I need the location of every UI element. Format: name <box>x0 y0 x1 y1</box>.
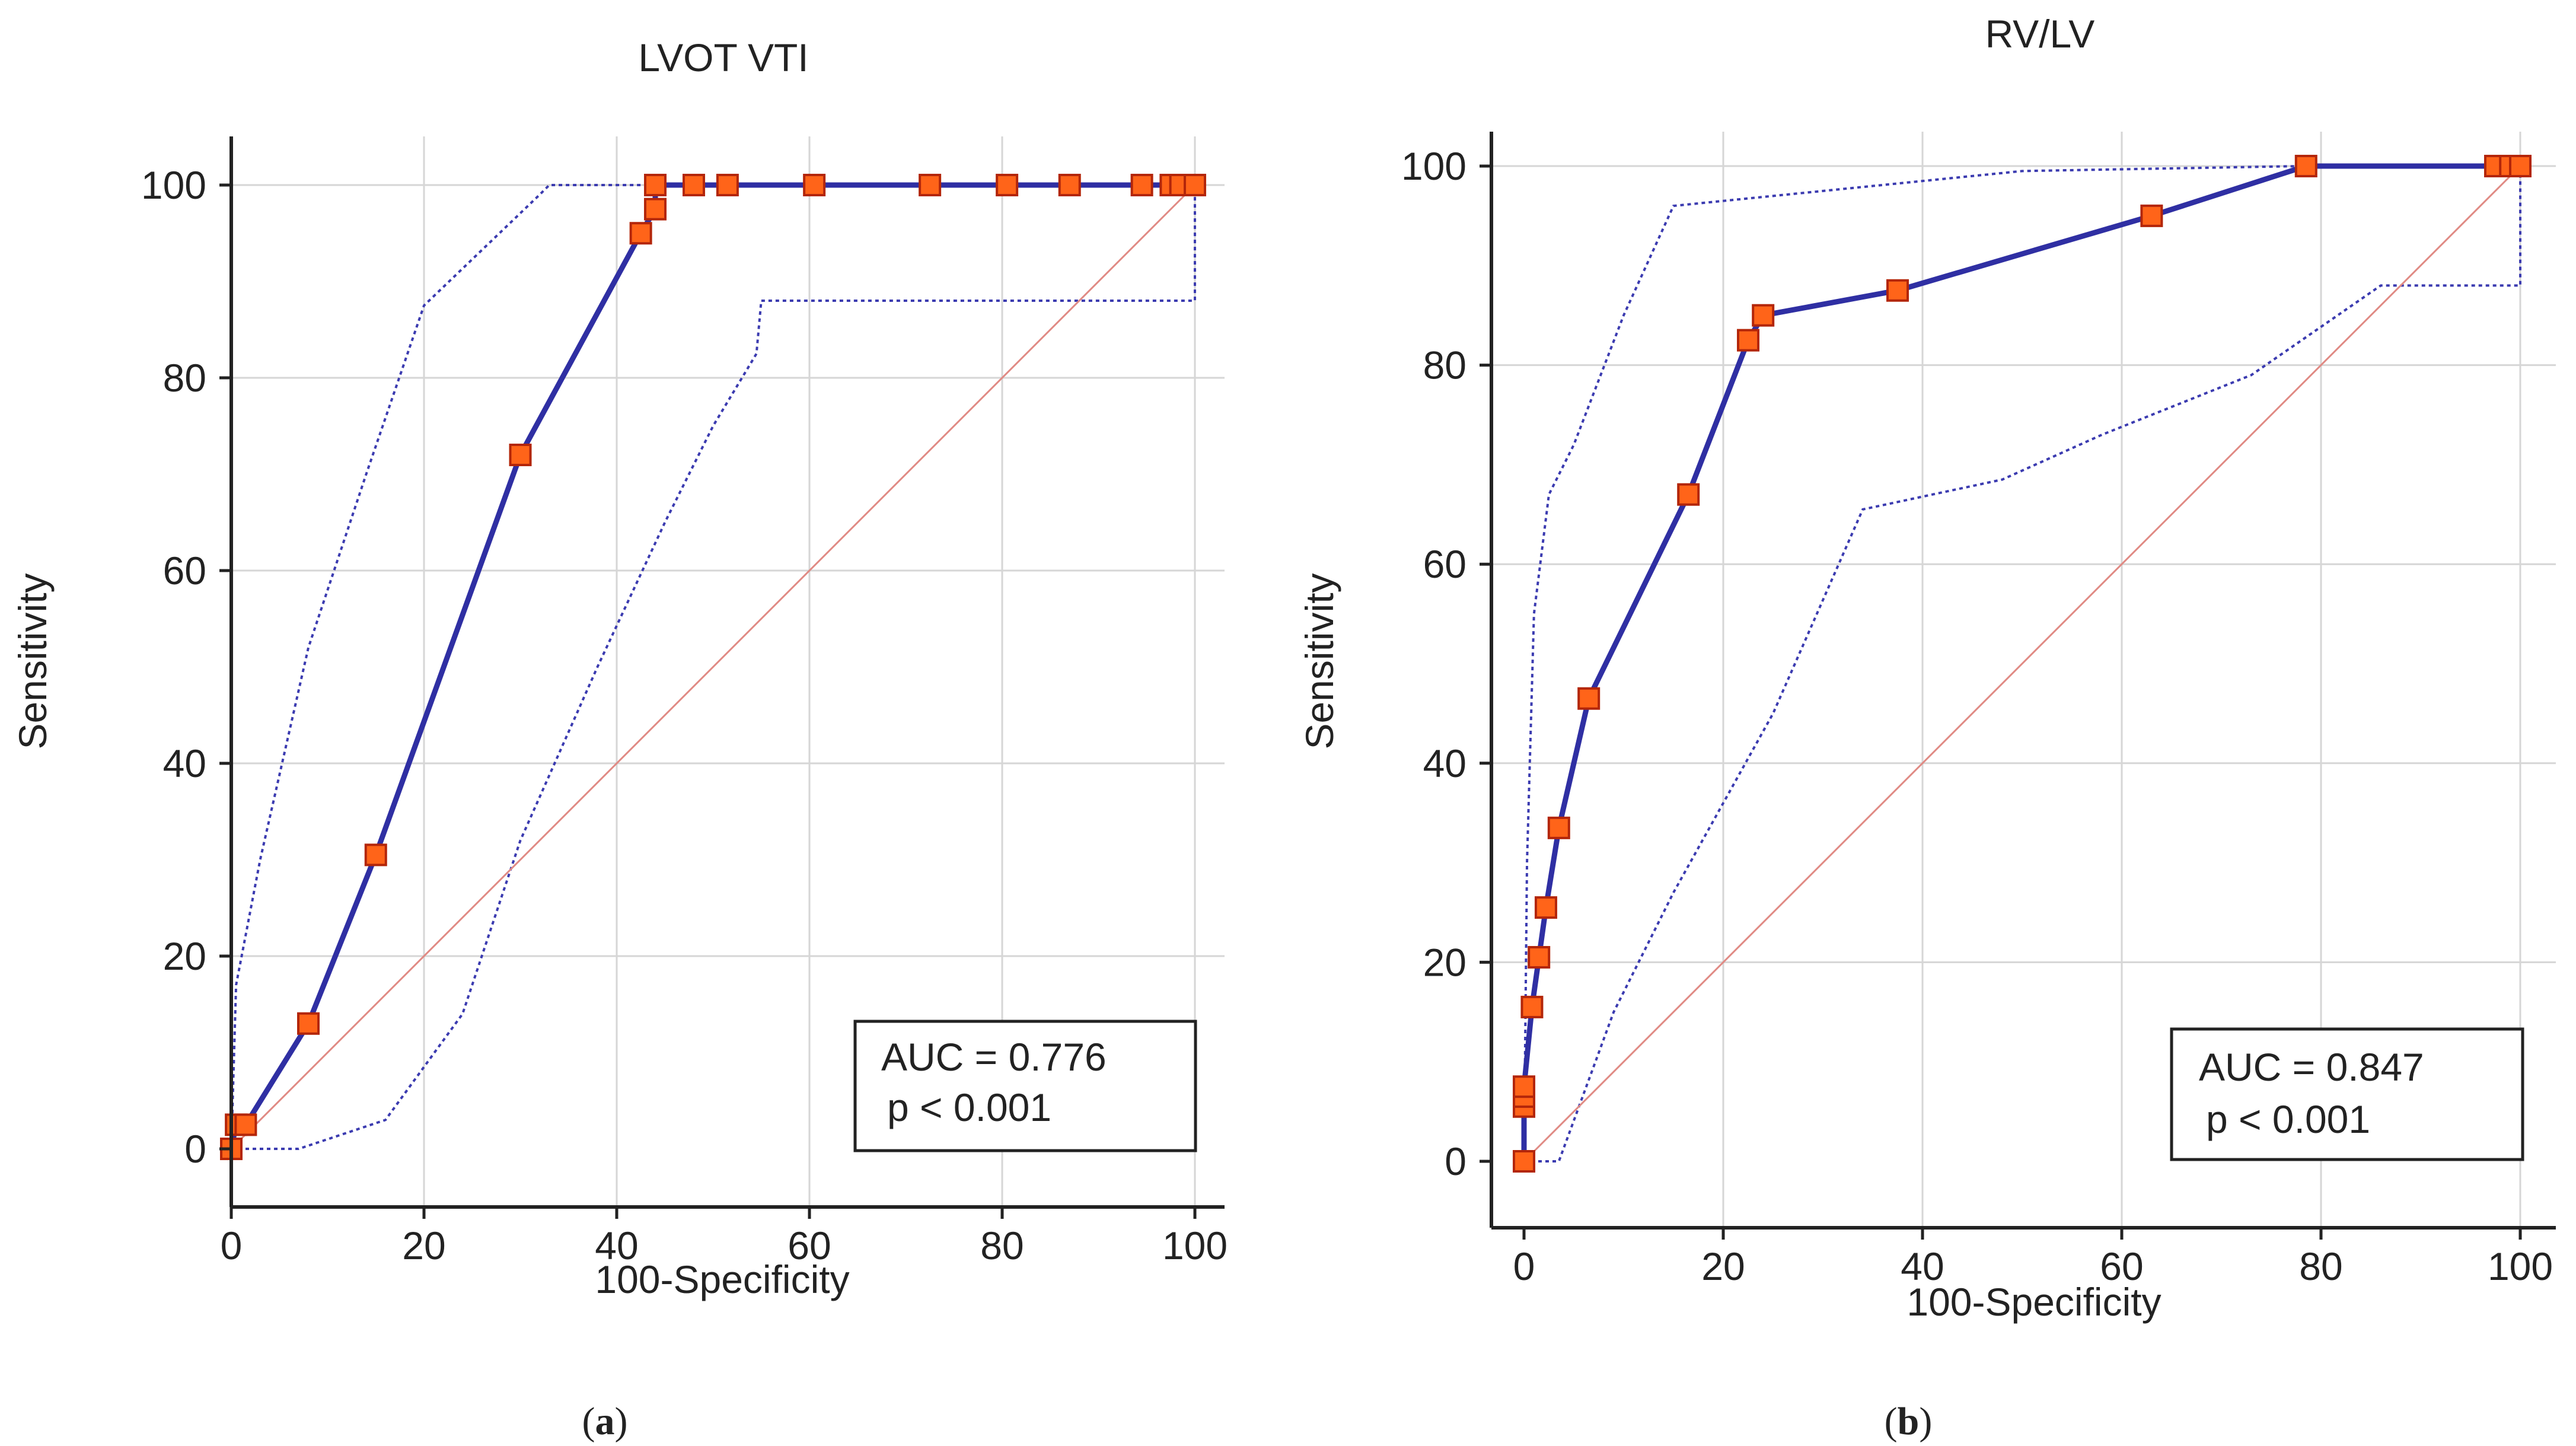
roc-point <box>996 174 1019 196</box>
chart-title: RV/LV <box>1985 12 2095 56</box>
roc-point <box>1520 995 1544 1018</box>
x-tick-label: 80 <box>2299 1244 2342 1288</box>
ci-lower-line <box>231 185 1196 1150</box>
annotation-box <box>853 1020 1197 1152</box>
auc-annotation: AUC = 0.776 p < 0.001 <box>853 1020 1197 1152</box>
y-tick-label: 80 <box>163 356 206 400</box>
p-value-text: p < 0.001 <box>2206 1097 2370 1141</box>
roc-point <box>644 198 667 221</box>
roc-point <box>1513 1075 1535 1098</box>
roc-point <box>364 843 387 867</box>
reference-diagonal <box>230 184 1196 1150</box>
tick-labels: 0 20 40 60 80 100 0 20 40 60 80 100 <box>1401 144 2553 1288</box>
x-tick-label: 20 <box>402 1224 445 1267</box>
roc-markers <box>1513 155 2532 1173</box>
y-tick-label: 20 <box>1423 940 1466 984</box>
x-tick-label: 100 <box>2488 1244 2553 1288</box>
roc-markers <box>220 174 1206 1160</box>
x-tick-label: 20 <box>1701 1244 1745 1288</box>
reference-line <box>1523 165 2521 1162</box>
y-tick-label: 0 <box>184 1127 206 1171</box>
ci-upper-line <box>230 184 1195 1149</box>
roc-point <box>1677 483 1700 506</box>
x-tick-label: 80 <box>980 1224 1024 1267</box>
roc-point <box>1184 174 1206 196</box>
auc-text: AUC = 0.776 <box>881 1035 1107 1079</box>
roc-point <box>919 174 942 196</box>
y-tick-label: 0 <box>1445 1139 1466 1183</box>
y-tick-label: 80 <box>1423 343 1466 387</box>
chart-title: LVOT VTI <box>638 36 808 79</box>
annotation-box <box>2170 1027 2524 1161</box>
x-tick-label: 60 <box>2100 1244 2143 1288</box>
y-tick-label: 60 <box>1423 542 1466 586</box>
roc-point <box>1534 896 1557 919</box>
x-axis-label: 100-Specificity <box>595 1257 849 1301</box>
roc-point <box>803 174 826 196</box>
roc-point <box>509 444 532 466</box>
tick-labels: 0 20 40 60 80 100 0 20 40 60 80 100 <box>141 163 1228 1267</box>
x-tick-label: 0 <box>221 1224 243 1267</box>
y-axis-label: Sensitivity <box>11 573 55 749</box>
x-axis-label: 100-Specificity <box>1907 1280 2161 1324</box>
p-value-text: p < 0.001 <box>887 1085 1051 1129</box>
roc-point <box>1752 304 1775 327</box>
y-tick-label: 60 <box>163 549 206 593</box>
roc-point <box>2294 155 2317 177</box>
roc-point <box>716 174 739 196</box>
x-tick-label: 40 <box>595 1224 638 1267</box>
roc-point <box>2140 204 2163 227</box>
roc-point <box>1528 946 1551 969</box>
panel-a: LVOT VTI 0 20 40 60 80 100 0 20 40 60 80 100 100-Sp… <box>11 36 1228 1443</box>
reference-diagonal <box>1523 165 2521 1162</box>
axes <box>1480 132 2556 1240</box>
roc-point <box>683 174 705 196</box>
confidence-bands <box>230 184 1196 1150</box>
x-tick-label: 0 <box>1513 1244 1535 1288</box>
y-tick-label: 40 <box>163 741 206 785</box>
y-tick-label: 100 <box>141 163 206 207</box>
roc-point <box>2509 155 2532 177</box>
roc-point <box>629 222 652 245</box>
gridlines <box>1491 132 2556 1228</box>
auc-annotation: AUC = 0.847 p < 0.001 <box>2170 1027 2524 1161</box>
axes <box>219 136 1225 1219</box>
panel-caption: (a) <box>582 1400 628 1443</box>
roc-point <box>644 174 667 196</box>
y-tick-label: 100 <box>1401 144 1466 188</box>
roc-point <box>234 1113 257 1136</box>
x-tick-label: 60 <box>788 1224 831 1267</box>
roc-point <box>1547 816 1570 839</box>
confidence-bands <box>1523 165 2521 1162</box>
ci-upper-line <box>1523 165 2520 1162</box>
roc-point <box>1577 687 1601 710</box>
panel-b: RV/LV 0 20 40 60 80 100 0 20 40 60 80 100 100-Speci… <box>1297 12 2556 1443</box>
x-tick-label: 40 <box>1901 1244 1944 1288</box>
roc-point <box>297 1012 320 1035</box>
panel-caption: (b) <box>1885 1400 1933 1443</box>
y-axis-label: Sensitivity <box>1297 573 1341 749</box>
reference-line <box>230 184 1196 1150</box>
roc-point <box>1886 279 1909 302</box>
roc-point <box>1513 1150 1535 1173</box>
auc-text: AUC = 0.847 <box>2199 1045 2424 1089</box>
y-tick-label: 40 <box>1423 741 1466 785</box>
y-tick-label: 20 <box>163 934 206 978</box>
ci-lower-line <box>1524 166 2521 1162</box>
roc-point <box>1130 174 1153 196</box>
x-tick-label: 100 <box>1162 1224 1228 1267</box>
roc-point <box>1737 329 1759 352</box>
roc-point <box>1058 174 1081 196</box>
